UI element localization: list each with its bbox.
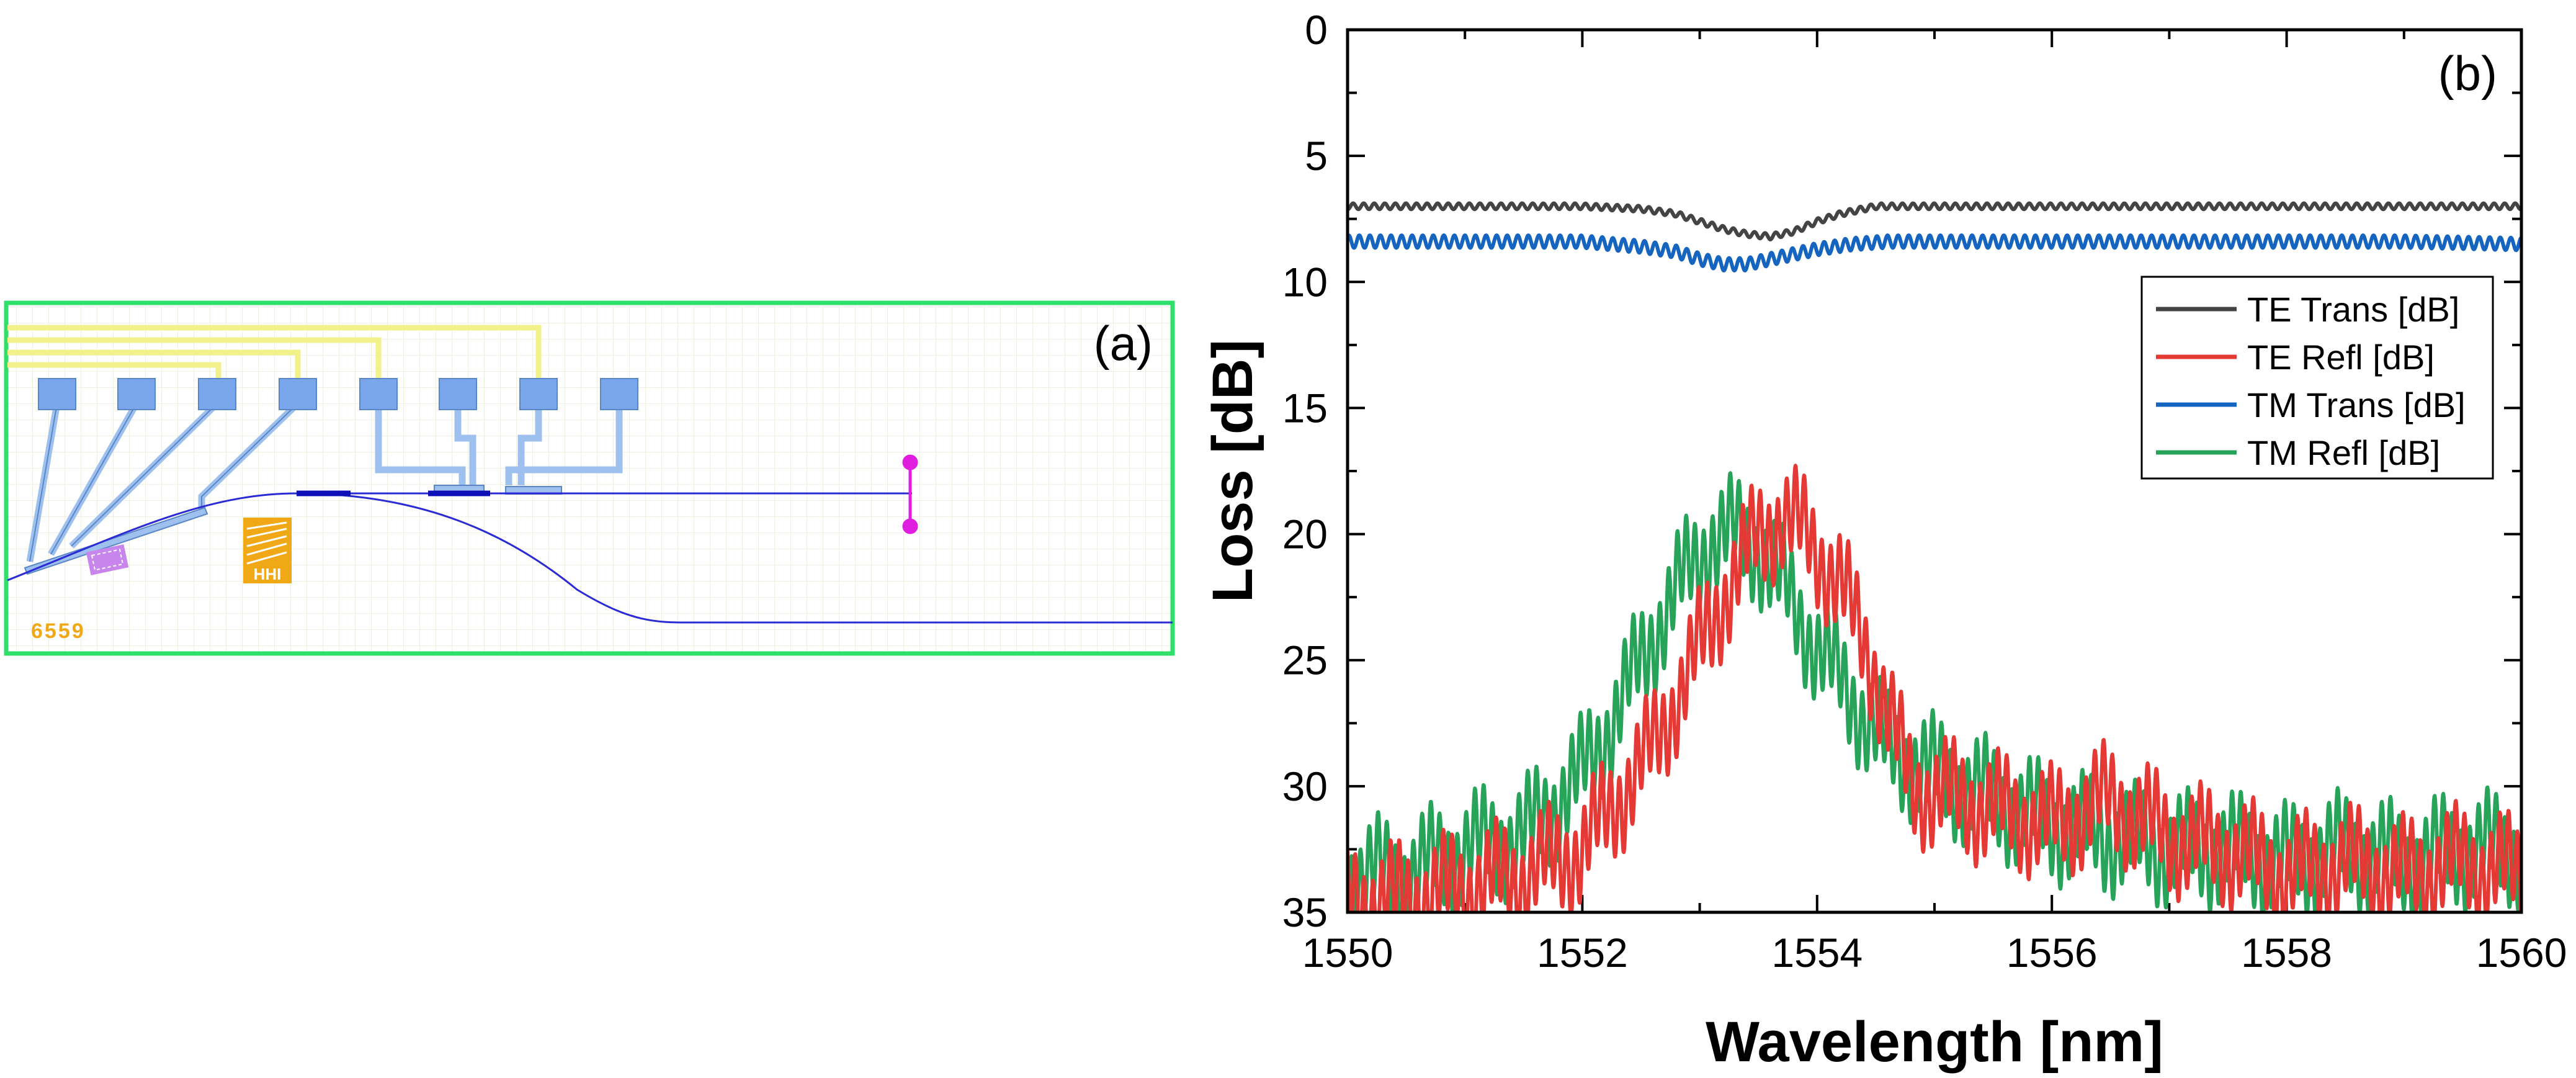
legend: TE Trans [dB] TE Refl [dB] TM Trans [dB] TM…	[2140, 276, 2494, 480]
series-line	[1348, 201, 2521, 241]
legend-label: TM Refl [dB]	[2247, 433, 2440, 472]
panel-b-label: (b)	[2438, 46, 2497, 101]
bus-lines	[7, 325, 542, 380]
y-tick-label: 25	[1282, 637, 1328, 683]
y-tick-label: 30	[1282, 763, 1328, 809]
legend-items: TE Trans [dB] TE Refl [dB] TM Trans [dB] TM…	[2156, 290, 2466, 472]
bond-pad	[439, 378, 477, 410]
hhi-logo: HHI	[243, 518, 292, 583]
bond-pad	[279, 378, 317, 410]
layout-grid-background	[6, 303, 1173, 654]
bond-pad	[600, 378, 638, 410]
purple-block	[86, 544, 129, 576]
y-axis-title: Loss [dB]	[1201, 339, 1264, 603]
magenta-terminator	[902, 454, 918, 534]
layout-frame	[4, 300, 1175, 656]
panel-b-chart: 1550 1552 1554 1556 1558 1560 0 5 10 15 20 25 30 35 (…	[1201, 7, 2567, 1074]
bond-pad	[38, 378, 76, 410]
legend-label: TE Refl [dB]	[2247, 338, 2435, 377]
panel-a-label: (a)	[1094, 316, 1153, 371]
panel-a-layout: HHI 6559 (a)	[4, 300, 1175, 656]
x-tick-label: 1550	[1302, 930, 1393, 976]
x-tick-label: 1558	[2241, 930, 2332, 976]
bond-pad	[359, 378, 398, 410]
x-tick-label: 1556	[2006, 930, 2098, 976]
trace-outline	[29, 403, 298, 562]
x-axis-title: Wavelength [nm]	[1706, 1010, 2163, 1074]
y-tick-label: 10	[1282, 259, 1328, 305]
chip-number: 6559	[31, 619, 86, 643]
legend-label: TE Trans [dB]	[2247, 290, 2459, 329]
bond-pads	[38, 378, 638, 410]
y-tick-label: 0	[1305, 7, 1328, 53]
y-tick-label: 15	[1282, 385, 1328, 431]
x-tick-label: 1560	[2476, 930, 2567, 976]
y-tick-label: 5	[1305, 133, 1328, 179]
legend-label: TM Trans [dB]	[2247, 385, 2466, 424]
bond-pad	[198, 378, 236, 410]
chart-series	[1348, 201, 2521, 912]
bond-pad	[117, 378, 156, 410]
axis-tick-labels: 1550 1552 1554 1556 1558 1560 0 5 10 15 20 25 30 35	[1282, 7, 2567, 976]
y-tick-label: 35	[1282, 889, 1328, 935]
bond-pad	[519, 378, 558, 410]
y-tick-label: 20	[1282, 511, 1328, 557]
x-tick-label: 1554	[1771, 930, 1863, 976]
hhi-logo-text: HHI	[254, 565, 282, 583]
plot-frame	[1346, 28, 2523, 914]
series-line	[1348, 464, 2521, 912]
x-tick-label: 1552	[1537, 930, 1628, 976]
series-line	[1348, 233, 2521, 272]
